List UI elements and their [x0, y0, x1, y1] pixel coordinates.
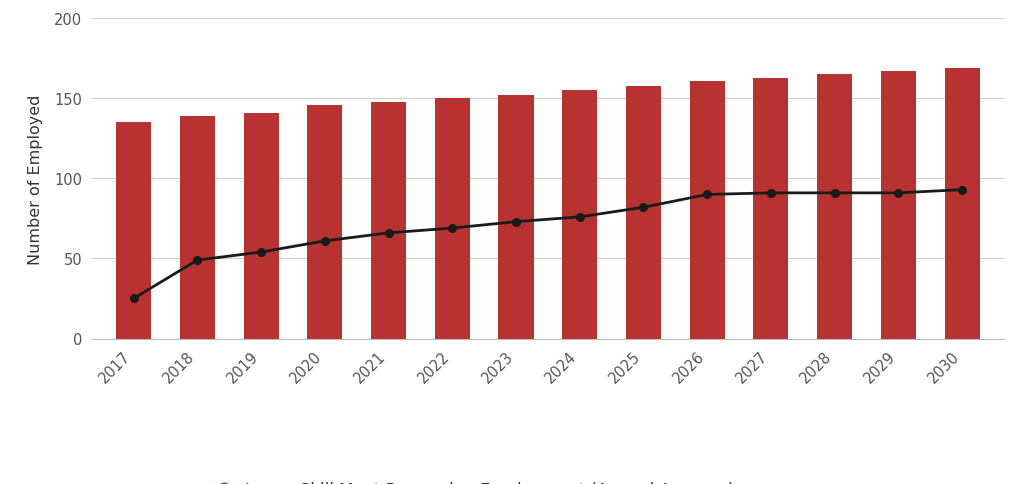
Bar: [626, 87, 660, 339]
Bar: [371, 103, 407, 339]
Bar: [944, 69, 980, 339]
Bar: [307, 106, 342, 339]
Bar: [881, 72, 915, 339]
Bar: [244, 114, 279, 339]
Bar: [499, 96, 534, 339]
Bar: [116, 123, 152, 339]
Bar: [754, 78, 788, 339]
Bar: [689, 82, 725, 339]
Legend: Lower-Skill Meat Processing Employment (Annual Average), Residual Labour Force: Lower-Skill Meat Processing Employment (…: [215, 481, 734, 484]
Bar: [180, 117, 215, 339]
Bar: [562, 91, 597, 339]
Bar: [435, 99, 470, 339]
Bar: [817, 76, 852, 339]
Y-axis label: Number of Employed: Number of Employed: [29, 94, 43, 264]
